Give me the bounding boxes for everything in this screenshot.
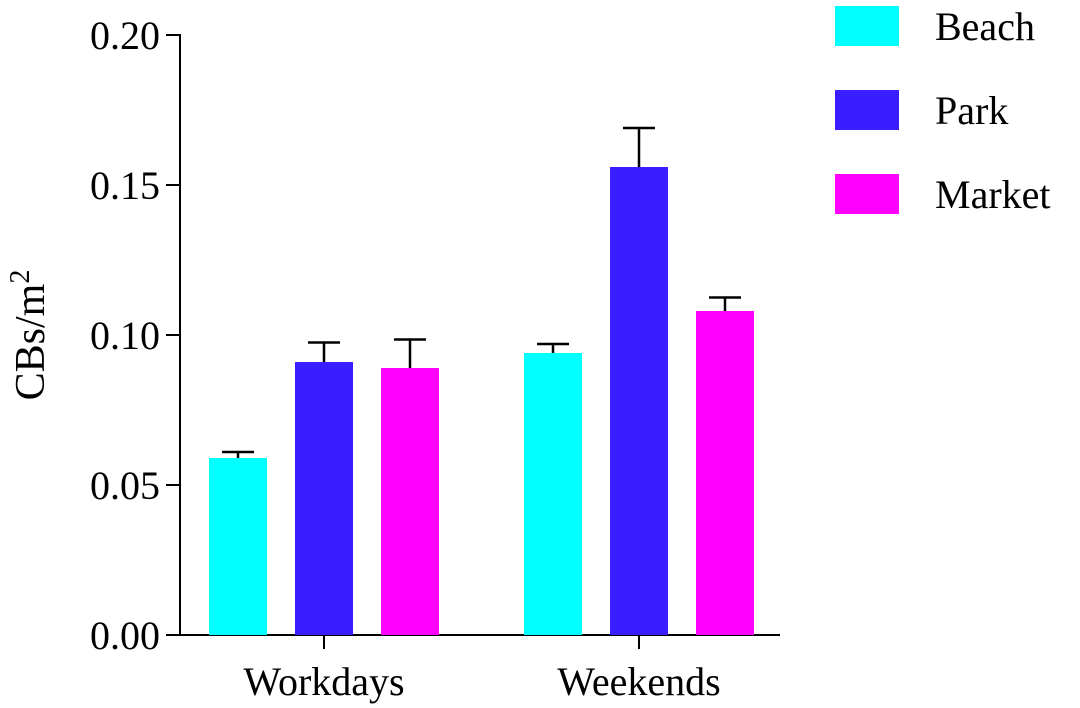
y-axis-title: CBs/m2 bbox=[5, 270, 55, 401]
x-tick-label: Workdays bbox=[243, 659, 404, 704]
legend-swatch-beach bbox=[835, 6, 899, 46]
legend-label-beach: Beach bbox=[935, 4, 1035, 49]
y-axis-title-base: CBs/m bbox=[8, 283, 54, 400]
x-tick-label: Weekends bbox=[557, 659, 720, 704]
bar-park-weekends bbox=[610, 167, 668, 635]
plot-area: 0.00 0.05 0.10 0.15 0.20 Workdays Weekends bbox=[90, 13, 780, 704]
y-ticks: 0.00 0.05 0.10 0.15 0.20 bbox=[90, 13, 180, 658]
legend-label-park: Park bbox=[935, 88, 1008, 133]
bar-beach-workdays bbox=[209, 458, 267, 635]
x-ticks: Workdays Weekends bbox=[243, 635, 721, 704]
y-tick-label: 0.15 bbox=[90, 163, 160, 208]
y-tick-label: 0.00 bbox=[90, 613, 160, 658]
y-axis-title-sup: 2 bbox=[5, 270, 36, 284]
bars bbox=[209, 126, 754, 635]
y-tick-label: 0.10 bbox=[90, 313, 160, 358]
legend-label-market: Market bbox=[935, 172, 1051, 217]
legend-swatch-market bbox=[835, 174, 899, 214]
bar-park-workdays bbox=[295, 362, 353, 635]
y-tick-label: 0.20 bbox=[90, 13, 160, 58]
legend-swatch-park bbox=[835, 90, 899, 130]
bar-beach-weekends bbox=[524, 353, 582, 635]
bar-market-weekends bbox=[696, 311, 754, 635]
y-tick-label: 0.05 bbox=[90, 463, 160, 508]
bar-market-workdays bbox=[381, 368, 439, 635]
legend: Beach Park Market bbox=[835, 4, 1051, 217]
